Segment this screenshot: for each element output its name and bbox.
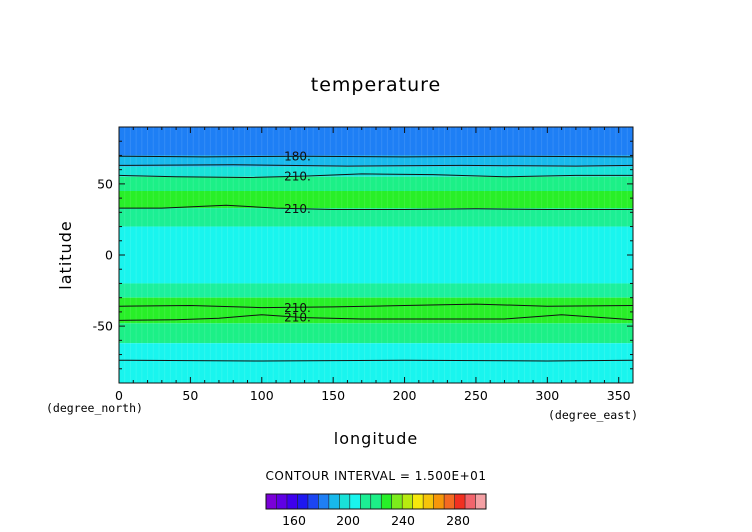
contour-labels: 180.210.210.210.210. [284, 150, 311, 325]
y-tick-label: -50 [93, 319, 113, 334]
temperature-band [119, 176, 633, 191]
contour-line [118, 173, 633, 179]
x-axis-label: longitude [334, 429, 418, 448]
colorbar-tick-label: 240 [391, 513, 415, 528]
temperature-band [119, 191, 633, 209]
contour-line [118, 314, 634, 321]
colorbar-swatch [381, 494, 393, 509]
temperature-band [119, 343, 633, 383]
temperature-band [119, 166, 633, 177]
colorbar-tick-label: 160 [282, 513, 306, 528]
x-tick-label: 350 [607, 388, 631, 403]
colorbar-ticks: 160 200 240 280 [282, 513, 470, 528]
x-units-label: (degree_east) [548, 408, 638, 422]
colorbar-swatch [318, 494, 330, 509]
colorbar-tick-label: 280 [446, 513, 470, 528]
contour-interval-label: CONTOUR INTERVAL = 1.500E+01 [266, 469, 487, 483]
colorbar-frame [265, 493, 487, 510]
contour-label: 210. [284, 311, 311, 325]
x-axis-ticks: 0 50 100 150 200 250 300 350 [115, 127, 631, 403]
colorbar-swatch [266, 494, 277, 509]
x-tick-label: 150 [321, 388, 345, 403]
y-tick-label: 50 [97, 176, 113, 191]
colorbar-swatch [370, 494, 382, 509]
colorbar-swatch [433, 494, 445, 509]
colorbar-swatch [412, 494, 424, 509]
y-units-label: (degree_north) [46, 401, 143, 415]
colorbar-swatch [339, 494, 351, 509]
chart-title: temperature [311, 74, 441, 96]
temperature-band [119, 323, 633, 344]
colorbar-swatch [465, 494, 476, 509]
y-axis-ticks: -50 0 50 [93, 140, 633, 370]
contour-label: 210. [284, 202, 311, 216]
colorbar-swatch [423, 494, 434, 509]
colorbar-swatch [444, 494, 455, 509]
colorbar-swatch [391, 494, 403, 509]
contour-label: 180. [284, 150, 311, 164]
x-tick-label: 300 [535, 388, 559, 403]
x-tick-label: 100 [250, 388, 274, 403]
colorbar-swatch [307, 494, 319, 509]
temperature-band [119, 283, 633, 298]
colorbar-swatch [475, 494, 487, 509]
contour-line [118, 155, 634, 158]
temperature-band [119, 226, 633, 284]
colorbar [265, 493, 487, 510]
contour-label: 210. [284, 170, 311, 184]
colorbar-swatch [328, 494, 340, 509]
colorbar-swatch [454, 494, 466, 509]
x-tick-label: 0 [115, 388, 123, 403]
colorbar-tick-label: 200 [336, 513, 360, 528]
contour-label: 210. [284, 301, 311, 315]
colorbar-swatch [286, 494, 298, 509]
colorbar-swatch [402, 494, 413, 509]
temperature-band [119, 155, 633, 167]
temperature-band [119, 208, 633, 227]
x-tick-label: 50 [182, 388, 198, 403]
contour-line [118, 164, 634, 167]
y-axis-label: latitude [56, 220, 75, 289]
colorbar-swatch [297, 494, 309, 509]
x-tick-label: 200 [393, 388, 417, 403]
x-tick-label: 250 [464, 388, 488, 403]
contour-line [118, 303, 634, 309]
colorbar-swatch [349, 494, 361, 509]
contour-lines [118, 155, 634, 362]
colorbar-swatch [360, 494, 372, 509]
y-tick-label: 0 [105, 248, 113, 263]
plot-area [119, 127, 633, 383]
contour-line [118, 359, 634, 362]
colorbar-swatch [276, 494, 288, 509]
contour-line [119, 204, 633, 210]
